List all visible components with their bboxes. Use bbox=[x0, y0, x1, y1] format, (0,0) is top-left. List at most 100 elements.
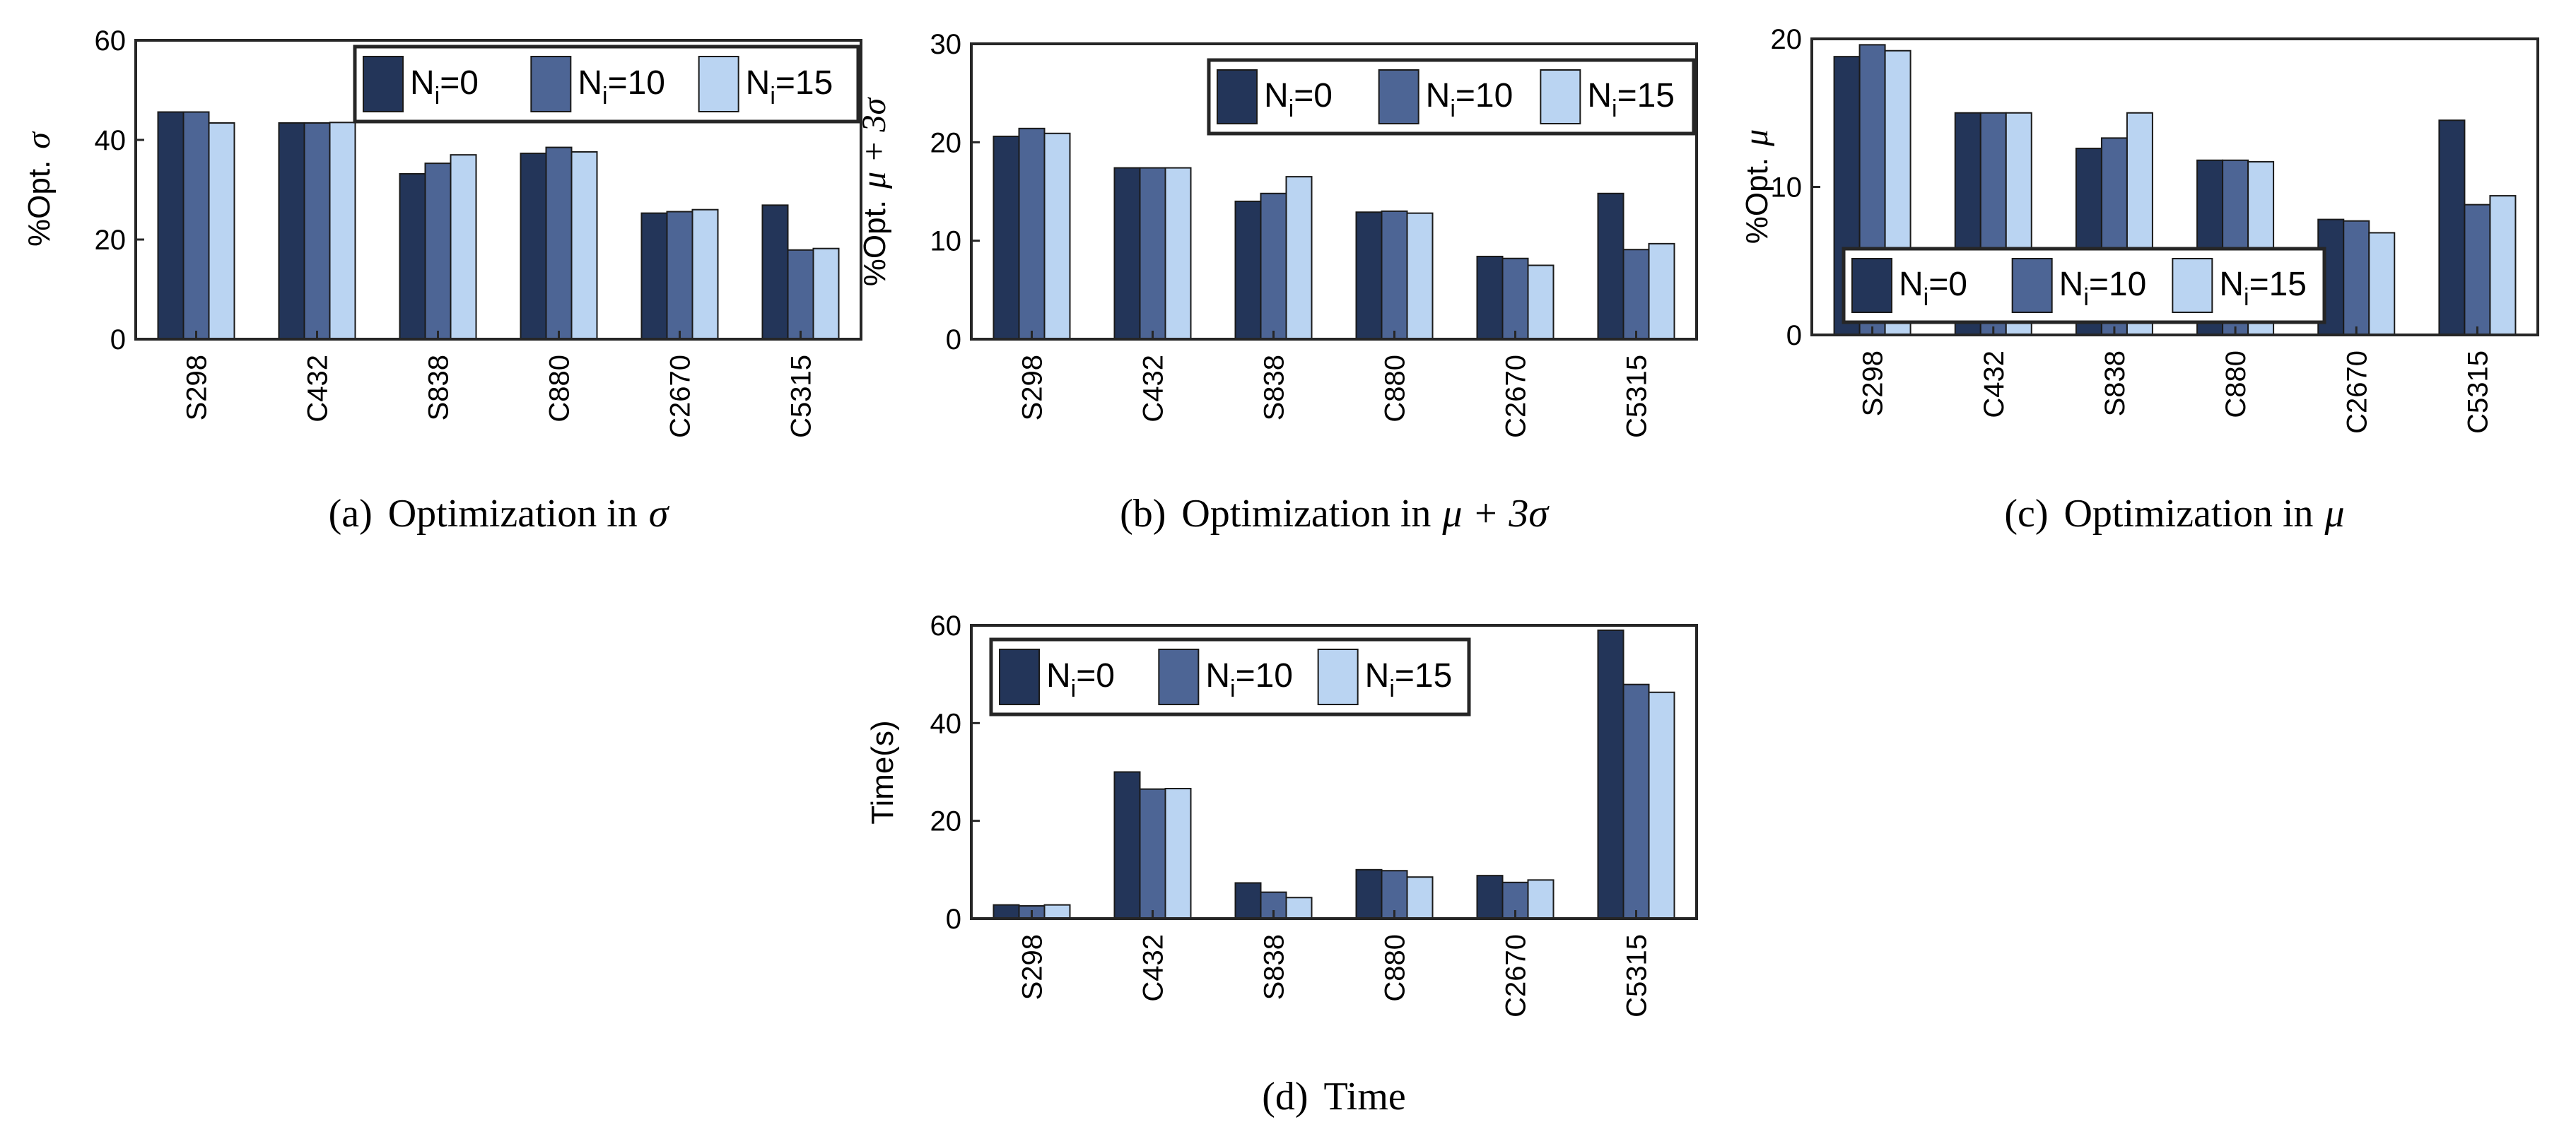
legend-label-1: Ni=10 bbox=[1205, 657, 1293, 702]
legend-box bbox=[1842, 247, 2326, 324]
caption-text: Optimization in bbox=[388, 492, 638, 536]
bar-c-c5315-series-1 bbox=[2464, 204, 2491, 336]
legend-label-sub: i bbox=[1924, 284, 1929, 311]
y-tick-label: 20 bbox=[930, 806, 962, 837]
bar-b-s298-series-0 bbox=[993, 135, 1020, 340]
legend-label-sub: i bbox=[1230, 676, 1236, 702]
figure-caption: (b) Optimization in μ + 3σ bbox=[1120, 492, 1550, 536]
figure-caption: (a) Optimization in σ bbox=[329, 492, 670, 536]
bar-d-c432-series-0 bbox=[1113, 771, 1141, 919]
caption-symbol: μ + 3σ bbox=[1441, 492, 1550, 536]
y-tick-label: 0 bbox=[1786, 320, 1802, 351]
y-tick-label: 10 bbox=[930, 226, 962, 257]
legend-label-0: Ni=0 bbox=[1899, 266, 1967, 311]
x-tick-label: S298 bbox=[1858, 350, 1889, 416]
bar-b-c880-series-2 bbox=[1406, 212, 1434, 340]
bar-b-c2670-series-1 bbox=[1501, 257, 1529, 341]
legend-label-value: =15 bbox=[1395, 657, 1452, 695]
bar-a-s298-series-0 bbox=[157, 111, 185, 341]
x-tick-label: C5315 bbox=[1622, 934, 1653, 1018]
bar-d-s298-series-2 bbox=[1043, 904, 1071, 919]
legend-label-sub: i bbox=[1612, 95, 1617, 122]
bar-c-c2670-series-1 bbox=[2343, 220, 2370, 336]
bar-a-c432-series-2 bbox=[329, 122, 356, 340]
legend-label-sub: i bbox=[770, 83, 775, 110]
x-tick-label: S838 bbox=[1259, 355, 1290, 420]
bar-b-s838-series-0 bbox=[1234, 200, 1262, 340]
x-tick-label: C880 bbox=[2220, 350, 2252, 418]
y-axis-label-text: Time(s) bbox=[865, 720, 900, 824]
legend-box bbox=[1207, 58, 1696, 136]
legend-swatch-2 bbox=[698, 56, 739, 112]
x-tick-label: C5315 bbox=[786, 355, 817, 438]
x-tick-label: C5315 bbox=[1622, 355, 1653, 438]
bar-d-c2670-series-2 bbox=[1527, 879, 1555, 919]
legend-label-sub: i bbox=[435, 83, 440, 110]
legend: Ni=0 Ni=10 Ni=15 bbox=[353, 45, 860, 124]
bar-d-c5315-series-2 bbox=[1648, 691, 1675, 920]
y-tick-label: 40 bbox=[930, 708, 962, 739]
bar-a-c880-series-1 bbox=[545, 146, 573, 340]
caption-tag: (d) bbox=[1262, 1075, 1308, 1119]
legend-swatch-2 bbox=[1317, 649, 1359, 705]
bar-d-s838-series-2 bbox=[1285, 897, 1313, 919]
legend-label-0: Ni=0 bbox=[1046, 657, 1115, 702]
bar-b-c880-series-1 bbox=[1381, 210, 1408, 340]
x-tick-label: S838 bbox=[1259, 934, 1290, 1000]
legend-label-value: =15 bbox=[775, 64, 833, 102]
plot-frame bbox=[134, 39, 862, 341]
legend-swatch-1 bbox=[2011, 258, 2053, 313]
bar-a-s298-series-1 bbox=[182, 111, 210, 341]
x-tick-label: C432 bbox=[1138, 934, 1169, 1002]
legend-swatch-0 bbox=[363, 56, 404, 112]
legend-label-n: N bbox=[1264, 77, 1289, 114]
bar-b-c432-series-2 bbox=[1164, 167, 1192, 340]
bar-b-c5315-series-2 bbox=[1648, 242, 1675, 341]
legend-label-value: =10 bbox=[608, 64, 665, 102]
legend-label-value: =0 bbox=[1928, 266, 1967, 303]
bar-d-s838-series-0 bbox=[1234, 882, 1262, 919]
legend: Ni=0 Ni=10 Ni=15 bbox=[989, 637, 1471, 717]
bar-a-c880-series-0 bbox=[520, 153, 547, 340]
bar-b-c880-series-0 bbox=[1355, 211, 1383, 341]
figure-caption: (d) Time bbox=[1262, 1075, 1406, 1119]
y-tick-label: 0 bbox=[946, 904, 961, 935]
y-tick-label: 0 bbox=[110, 324, 126, 355]
legend-label-value: =15 bbox=[2249, 266, 2307, 303]
plot-frame bbox=[970, 624, 1698, 920]
caption-text: Time bbox=[1324, 1075, 1406, 1119]
x-tick-label: C880 bbox=[1380, 355, 1411, 423]
legend-label-n: N bbox=[410, 64, 435, 102]
x-tick-label: C880 bbox=[544, 355, 575, 423]
bar-a-c432-series-0 bbox=[278, 122, 305, 340]
legend-label-n: N bbox=[1899, 266, 1924, 303]
legend: Ni=0 Ni=10 Ni=15 bbox=[1207, 58, 1696, 136]
legend-label-1: Ni=10 bbox=[2059, 266, 2147, 311]
x-tick-label: C2670 bbox=[1501, 934, 1532, 1018]
y-axis-label: Time(s) bbox=[865, 720, 900, 824]
bar-d-c432-series-2 bbox=[1164, 788, 1192, 920]
caption-tag: (c) bbox=[2004, 492, 2048, 536]
legend-box bbox=[353, 45, 860, 124]
legend-label-2: Ni=15 bbox=[1587, 77, 1675, 122]
legend-swatch-0 bbox=[1217, 69, 1258, 124]
legend-label-sub: i bbox=[1450, 95, 1456, 122]
bar-d-c5315-series-1 bbox=[1622, 683, 1650, 919]
legend-swatch-2 bbox=[1540, 69, 1581, 124]
chart-panel-d: 0 20 40 60 S298 C432 S838 C880 C2670 C5315 Time(s)… bbox=[865, 611, 1698, 1119]
bar-a-c5315-series-2 bbox=[812, 247, 840, 340]
bar-c-c2670-series-2 bbox=[2368, 232, 2396, 336]
legend-label-value: =0 bbox=[440, 64, 479, 102]
bar-a-c2670-series-0 bbox=[640, 212, 668, 341]
bar-c-c5315-series-0 bbox=[2438, 119, 2466, 336]
y-axis-label: %Opt. μ bbox=[1738, 129, 1775, 244]
legend-label-n: N bbox=[578, 64, 602, 102]
y-axis-label: %Opt. σ bbox=[20, 131, 57, 247]
bar-a-c432-series-1 bbox=[303, 122, 331, 340]
y-tick-label: 10 bbox=[1771, 172, 1803, 204]
legend-swatch-1 bbox=[530, 56, 572, 112]
legend-label-n: N bbox=[2059, 266, 2084, 303]
legend-label-n: N bbox=[746, 64, 771, 102]
